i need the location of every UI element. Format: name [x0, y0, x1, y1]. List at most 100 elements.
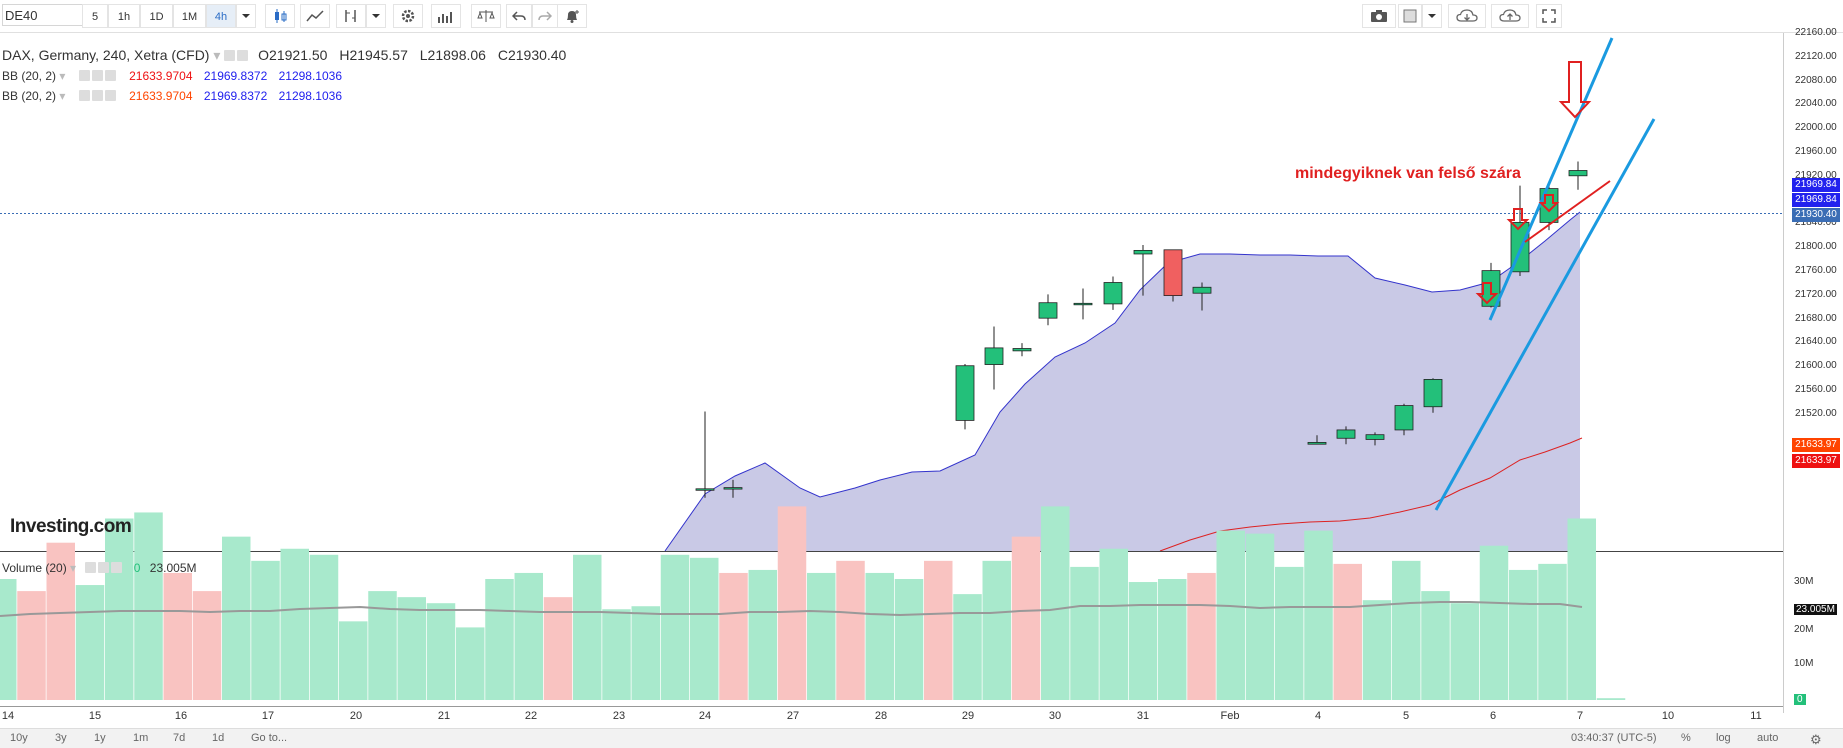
range-1m[interactable]: 1m [133, 732, 149, 744]
timeframe-1d[interactable]: 1D [140, 4, 173, 28]
time-tick-label: 28 [874, 710, 888, 722]
settings-gear-icon[interactable]: ⚙ [1810, 732, 1822, 747]
time-tick-label: 7 [1576, 710, 1584, 722]
volume-tick-label: 0 [1794, 694, 1806, 705]
tools-dropdown-icon[interactable] [366, 4, 386, 28]
fullscreen-icon[interactable] [1536, 4, 1562, 28]
settings-icon[interactable] [393, 4, 423, 28]
volume-bar [1596, 698, 1626, 700]
cloud-download-icon[interactable] [1448, 4, 1486, 28]
candle-body[interactable] [1365, 434, 1385, 440]
price-tick-label: 21680.00 [1795, 312, 1837, 324]
volume-bar [1070, 566, 1099, 700]
line-chart-icon[interactable] [300, 4, 330, 28]
trend-line-lower [1434, 118, 1656, 511]
volume-bar [748, 569, 777, 700]
legend-eye-icon[interactable] [224, 50, 236, 61]
timeframe-1m[interactable]: 1M [173, 4, 206, 28]
volume-bar [280, 548, 309, 700]
volume-tick-label: 30M [1794, 576, 1814, 587]
volume-label: Volume (20) [2, 561, 67, 575]
bb1-eye-icon[interactable] [78, 70, 90, 81]
range-1y[interactable]: 1y [94, 732, 106, 744]
volume-average-line [0, 601, 1583, 617]
candle-body[interactable] [1163, 249, 1183, 296]
price-badge: 21930.40 [1792, 208, 1840, 222]
indicators-icon[interactable] [431, 4, 461, 28]
volume-eye-icon[interactable] [85, 562, 97, 573]
price-tick-label: 21560.00 [1795, 384, 1837, 395]
timeframe-5[interactable]: 5 [82, 4, 108, 28]
chart-legend: DAX, Germany, 240, Xetra (CFD) ▾ O21921.… [2, 47, 567, 63]
candle-body[interactable] [1038, 302, 1058, 319]
range-1d[interactable]: 1d [212, 732, 225, 744]
time-tick-label: 20 [349, 710, 363, 722]
range-10y[interactable]: 10y [10, 732, 28, 744]
volume-bar [485, 579, 514, 700]
camera-icon[interactable] [1362, 4, 1396, 28]
trend-line-red [1524, 180, 1611, 243]
bb2-close-icon[interactable] [104, 90, 116, 101]
candle-body[interactable] [1307, 442, 1327, 445]
volume-settings-icon[interactable] [98, 562, 110, 573]
bollinger-band-fill [665, 212, 1580, 551]
timeframe-1h[interactable]: 1h [108, 4, 140, 28]
legend-title: DAX, Germany, 240, Xetra (CFD) [2, 47, 210, 63]
volume-zero: 0 [133, 561, 141, 575]
cloud-upload-icon[interactable] [1491, 4, 1529, 28]
candle-body[interactable] [955, 365, 975, 421]
candle-body[interactable] [695, 488, 715, 491]
price-tick-label: 21520.00 [1795, 407, 1837, 419]
candle-body[interactable] [1103, 282, 1123, 305]
volume-bar [924, 560, 953, 700]
layout-icon[interactable] [1398, 4, 1422, 28]
price-tick-label: 22160.00 [1795, 27, 1837, 38]
range-7d[interactable]: 7d [173, 732, 186, 744]
time-tick-label: 27 [786, 710, 800, 722]
bb2-settings-icon[interactable] [91, 90, 103, 101]
log-toggle[interactable]: log [1716, 732, 1731, 744]
candle-body[interactable] [1336, 429, 1356, 439]
volume-bar [602, 609, 631, 700]
goto-button[interactable]: Go to... [251, 732, 288, 744]
bb1-close-icon[interactable] [104, 70, 116, 81]
volume-bar [456, 627, 485, 700]
candle-body[interactable] [1133, 249, 1153, 255]
timeframe-dropdown-icon[interactable] [236, 4, 256, 28]
candle-body[interactable] [984, 347, 1004, 365]
time-axis[interactable]: 14 15 16 17 20 21 22 23 24 27 28 29 30 31 Feb 4 5 6 7 10 11 [0, 707, 1783, 727]
candle-body[interactable] [1423, 379, 1443, 408]
volume-bar [953, 594, 982, 700]
candle-body[interactable] [1394, 405, 1414, 431]
volume-bar [1275, 566, 1304, 700]
range-3y[interactable]: 3y [55, 732, 67, 744]
alert-bell-icon[interactable] [557, 4, 587, 28]
volume-bar [514, 572, 543, 700]
volume-close-icon[interactable] [111, 562, 123, 573]
volume-bar [982, 560, 1011, 700]
candle-body[interactable] [723, 487, 743, 490]
compare-icon[interactable] [471, 4, 501, 28]
candle-body[interactable] [1568, 170, 1588, 177]
bb2-eye-icon[interactable] [78, 90, 90, 101]
candlestick-series [695, 161, 1588, 498]
candlestick-icon[interactable] [265, 4, 295, 28]
bb1-settings-icon[interactable] [91, 70, 103, 81]
price-axis[interactable]: 22160.00 22120.00 22080.00 22040.00 22000.00… [1783, 27, 1843, 713]
volume-bar [1011, 536, 1041, 700]
auto-toggle[interactable]: auto [1757, 732, 1779, 744]
timeframe-4h[interactable]: 4h [206, 4, 236, 28]
legend-settings-icon[interactable] [237, 50, 249, 61]
undo-icon[interactable] [506, 4, 532, 28]
percent-toggle[interactable]: % [1681, 732, 1691, 744]
candle-body[interactable] [1012, 348, 1032, 352]
layout-dropdown-icon[interactable] [1422, 4, 1442, 28]
arrow-down-icon-1 [1475, 282, 1499, 305]
candle-body[interactable] [1192, 286, 1212, 294]
drawing-tools-icon[interactable] [336, 4, 366, 28]
time-tick-label: 24 [698, 710, 712, 722]
top-toolbar: DE40 5 1h 1D 1M 4h [0, 0, 1843, 33]
candle-body[interactable] [1073, 302, 1093, 306]
volume-bar [1333, 563, 1362, 700]
